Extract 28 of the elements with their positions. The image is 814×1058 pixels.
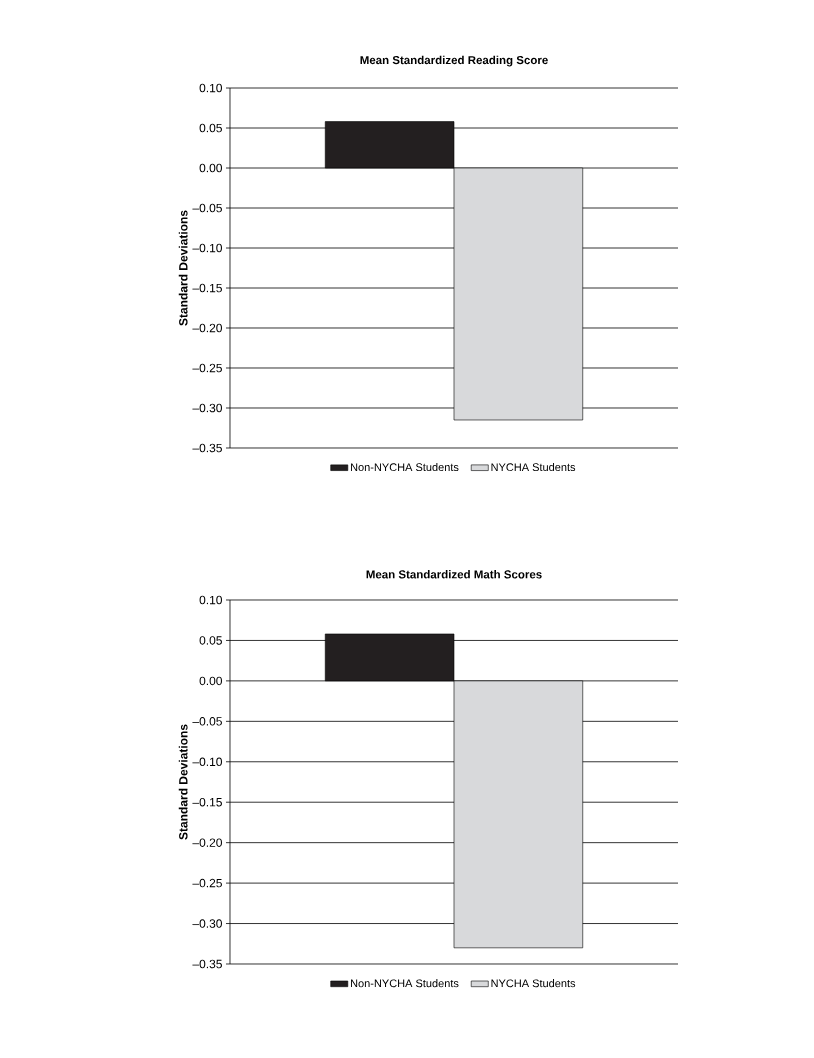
y-tick-label: –0.15: [192, 797, 222, 807]
y-axis-title: Standard Deviations: [178, 724, 188, 840]
y-tick-label: 0.05: [199, 123, 222, 133]
y-tick-label: –0.20: [192, 838, 222, 847]
y-tick-label: –0.15: [192, 283, 222, 293]
y-tick-label: 0.10: [199, 595, 222, 605]
y-tick-label: –0.10: [192, 243, 222, 253]
y-tick-label: 0.10: [199, 83, 222, 93]
y-tick-label: 0.00: [199, 676, 222, 686]
legend-label: Non-NYCHA Students: [351, 979, 459, 988]
legend-label: Non-NYCHA Students: [351, 463, 459, 472]
legend-label: NYCHA Students: [491, 463, 576, 472]
y-tick-label: –0.35: [192, 443, 222, 453]
y-tick-label: 0.00: [199, 163, 222, 173]
y-axis-title: Standard Deviations: [178, 210, 188, 326]
legend-label: NYCHA Students: [491, 979, 576, 988]
y-tick-label: –0.05: [192, 717, 222, 726]
chart-title: Mean Standardized Reading Score: [360, 55, 548, 67]
chart-title: Mean Standardized Math Scores: [366, 570, 542, 579]
y-tick-label: –0.30: [192, 403, 222, 413]
y-tick-label: –0.30: [192, 919, 222, 928]
y-tick-label: –0.10: [192, 757, 222, 767]
y-tick-label: –0.25: [192, 363, 222, 373]
y-tick-label: –0.25: [192, 878, 222, 888]
y-tick-label: 0.05: [199, 636, 222, 645]
y-tick-label: –0.05: [192, 203, 222, 213]
y-tick-label: –0.35: [192, 959, 222, 969]
y-tick-label: –0.20: [192, 323, 222, 333]
